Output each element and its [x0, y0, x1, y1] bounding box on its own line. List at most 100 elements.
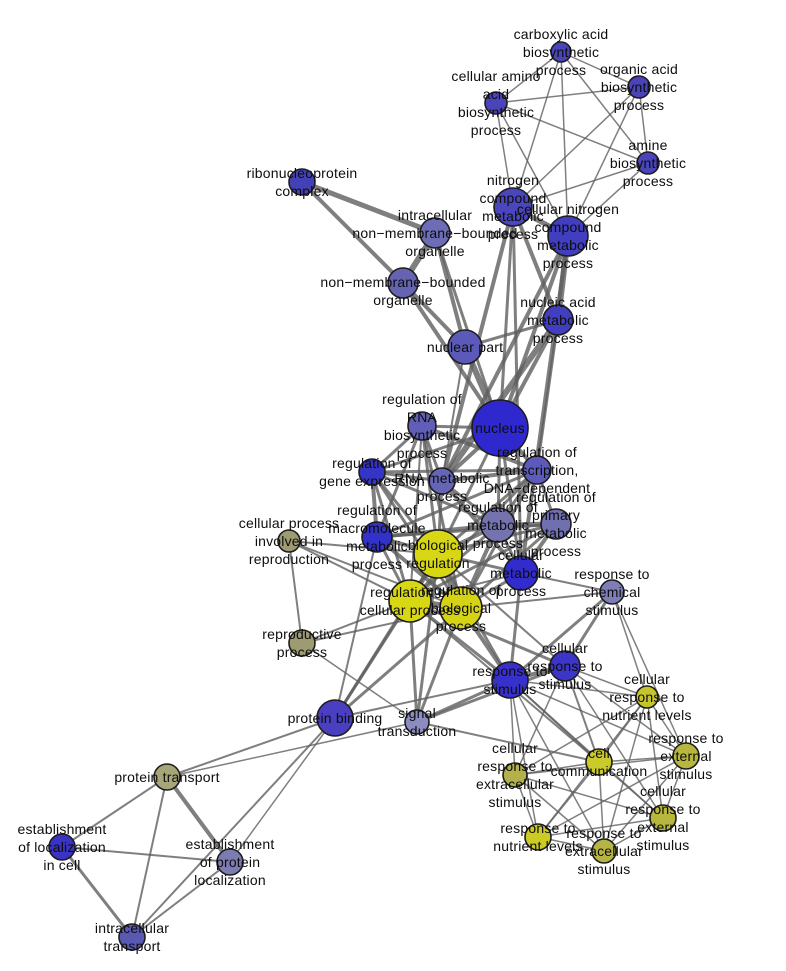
- node-sigtrans[interactable]: [404, 709, 430, 735]
- edge-rnametab-regtranscr: [441, 468, 538, 483]
- node-cellrespextrac[interactable]: [502, 762, 528, 788]
- edge-cellnitro-nucleus: [498, 235, 570, 429]
- edge-cellcomm-sigtrans: [416, 721, 600, 763]
- node-cellcomm[interactable]: [585, 748, 613, 776]
- node-repro[interactable]: [288, 629, 316, 657]
- edge-amine-nitro: [512, 162, 649, 208]
- edge-cellrespext-cellcomm: [598, 761, 664, 819]
- node-respchem[interactable]: [599, 579, 625, 605]
- node-cellrepro[interactable]: [277, 529, 301, 553]
- edge-carboxylic-amino: [495, 51, 562, 104]
- edge-layer: [60, 51, 687, 938]
- edge-protbind-regbio: [334, 606, 462, 720]
- node-respstim[interactable]: [491, 661, 529, 699]
- node-regbio[interactable]: [439, 586, 483, 630]
- edge-cellrepro-regcell: [288, 540, 411, 602]
- edge-cellrepro-bioreg: [288, 540, 439, 555]
- edge-cellrespstim-sigtrans: [416, 664, 566, 724]
- node-cellrespnutr[interactable]: [635, 685, 659, 709]
- node-regmacro[interactable]: [361, 521, 393, 553]
- edge-respnutr-cellcomm: [537, 761, 600, 838]
- edge-carboxylic-nitro: [512, 51, 562, 208]
- node-cellmetab[interactable]: [503, 555, 539, 591]
- node-nucleus[interactable]: [471, 399, 529, 457]
- edge-estloc-estprot: [61, 846, 231, 863]
- node-cellrespstim[interactable]: [549, 650, 581, 682]
- node-nuclearpart[interactable]: [447, 329, 483, 365]
- node-amine[interactable]: [636, 151, 660, 175]
- node-prottrans[interactable]: [153, 763, 181, 791]
- edge-cellrespstim-cellrespextrac: [514, 665, 566, 776]
- edge-amino-cellnitro: [495, 102, 569, 237]
- node-regprimary[interactable]: [540, 508, 572, 540]
- node-cellrespext[interactable]: [649, 804, 677, 832]
- node-nonmemorg[interactable]: [387, 267, 419, 299]
- edge-cellrespext-respnutr: [537, 817, 664, 838]
- edge-ribo-intraorg: [301, 179, 436, 236]
- node-reggene[interactable]: [358, 458, 386, 486]
- edge-cellrespextrac-cellcomm: [514, 761, 600, 776]
- node-bioreg[interactable]: [413, 529, 463, 579]
- node-regtranscr[interactable]: [522, 455, 552, 485]
- node-regcell[interactable]: [388, 579, 432, 623]
- edge-intratrans-estprot: [131, 861, 231, 938]
- node-estloc[interactable]: [48, 833, 76, 861]
- node-respext[interactable]: [672, 742, 700, 770]
- node-amino[interactable]: [484, 91, 508, 115]
- edge-prottrans-intratrans: [131, 776, 168, 938]
- node-respextrac[interactable]: [591, 838, 617, 864]
- node-ribo[interactable]: [288, 168, 316, 196]
- edge-carboxylic-amine: [560, 51, 649, 164]
- edge-carboxylic-cellnitro: [560, 51, 569, 237]
- edge-regtranscr-regmacro: [376, 468, 538, 539]
- edge-respchem-respstim: [509, 590, 613, 682]
- node-protbind[interactable]: [316, 699, 354, 737]
- edge-organic-cellnitro: [567, 86, 640, 237]
- edge-respstim-respnutr: [509, 679, 539, 838]
- edge-cellrespstim-bioreg: [437, 553, 566, 667]
- edge-respstim-protbind: [334, 679, 511, 719]
- edge-cellnitro-cellmetab: [519, 235, 570, 574]
- node-nitro[interactable]: [493, 187, 533, 227]
- node-layer: [48, 41, 700, 951]
- edge-organic-amine: [638, 86, 649, 164]
- node-nucleic[interactable]: [542, 304, 574, 336]
- edge-organic-amino: [495, 86, 640, 104]
- edge-estloc-intratrans: [60, 846, 134, 938]
- edge-regrna-regcell: [409, 425, 423, 602]
- edge-protbind-estprot: [229, 717, 336, 863]
- node-intratrans[interactable]: [118, 923, 146, 951]
- edge-cellrespstim-cellcomm: [564, 665, 600, 763]
- node-organic[interactable]: [627, 75, 651, 99]
- node-rnametab[interactable]: [428, 467, 456, 495]
- edge-prottrans-sigtrans: [166, 721, 418, 778]
- edge-respextrac-cellcomm: [598, 761, 605, 852]
- node-intraorg[interactable]: [419, 217, 451, 249]
- edge-nitro-nucleic: [511, 206, 560, 321]
- edge-prottrans-estprot: [165, 775, 232, 864]
- edge-amino-amine: [495, 102, 649, 164]
- edge-nucleic-regtranscr: [535, 319, 560, 471]
- node-regmetab[interactable]: [480, 507, 516, 543]
- node-estprot[interactable]: [216, 848, 244, 876]
- edge-reggene-regtranscr: [371, 468, 538, 474]
- edge-intratrans-protbind: [131, 717, 336, 938]
- edge-repro-regbio: [301, 607, 462, 644]
- node-cellnitro[interactable]: [547, 215, 589, 257]
- edge-protbind-bioreg: [333, 553, 440, 719]
- edge-respstim-cellrespnutr: [509, 679, 648, 698]
- edge-respstim-respextrac: [509, 679, 605, 852]
- node-carboxylic[interactable]: [550, 41, 572, 63]
- edge-respchem-respext: [611, 591, 687, 757]
- edge-reggene-regbio: [370, 471, 463, 609]
- node-respnutr[interactable]: [524, 823, 552, 851]
- node-regrna[interactable]: [407, 411, 437, 441]
- edge-nitro-nucleus: [498, 206, 515, 429]
- edge-prottrans-estloc: [61, 776, 168, 848]
- edge-protbind-regmacro: [334, 536, 378, 719]
- edge-organic-nitro: [512, 86, 640, 208]
- edge-cellrespnutr-respextrac: [603, 696, 648, 852]
- edge-respext-respextrac: [603, 755, 687, 852]
